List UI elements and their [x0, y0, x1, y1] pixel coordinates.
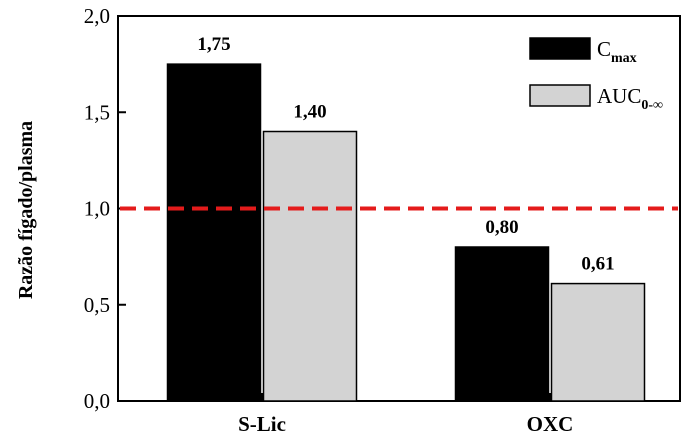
legend-label-Cmax: Cmax [597, 37, 637, 66]
y-axis-label: Razão fígado/plasma [15, 121, 37, 299]
y-tick-label: 0,5 [84, 293, 110, 317]
plot-area: 0,0 0,5 1,0 1,5 2,0 1,75 1,40 S-Lic 0,80 0,61 OXC [84, 4, 681, 436]
legend-swatch-Cmax [529, 37, 591, 60]
data-label: 0,61 [581, 254, 614, 275]
data-label: 0,80 [485, 217, 518, 238]
x-category-label: OXC [527, 412, 574, 436]
bar-AUC0-∞-S-Lic [262, 130, 358, 402]
legend-swatch-AUC0-∞ [529, 84, 591, 107]
y-tick-label: 1,0 [84, 197, 110, 221]
legend-label-AUC0-∞: AUC0-∞ [597, 84, 663, 113]
bar-Cmax-OXC [454, 246, 550, 402]
legend: Cmax AUC0-∞ [529, 37, 663, 113]
bar-Cmax-S-Lic [166, 63, 262, 402]
bar-AUC0-∞-OXC [550, 282, 646, 402]
y-tick-label: 0,0 [84, 389, 110, 413]
x-category-label: S-Lic [238, 412, 286, 436]
data-label: 1,40 [293, 102, 326, 123]
y-tick-label: 1,5 [84, 100, 110, 124]
data-label: 1,75 [197, 34, 230, 55]
y-tick-label: 2,0 [84, 4, 110, 28]
